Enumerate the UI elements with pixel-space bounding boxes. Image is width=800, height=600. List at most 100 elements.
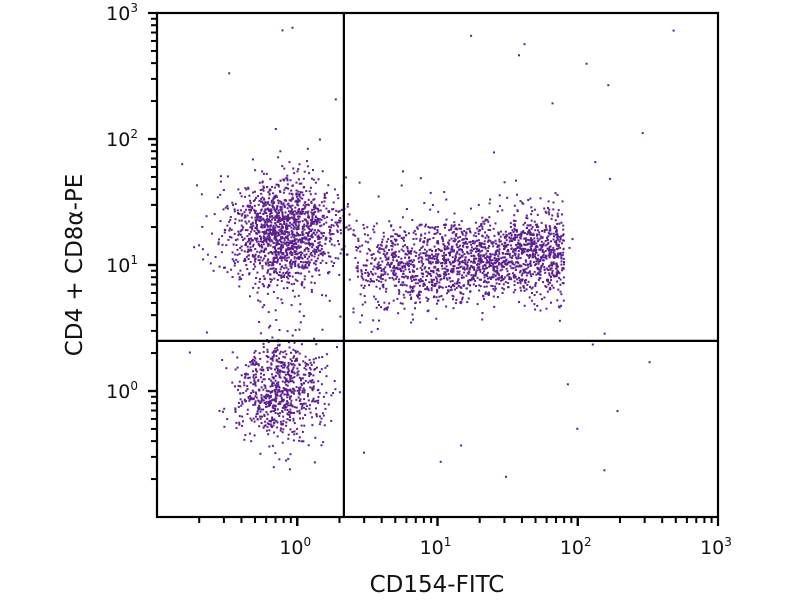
data-point [402, 293, 405, 296]
data-point [473, 269, 476, 271]
data-point [257, 259, 260, 262]
data-point [313, 240, 316, 243]
data-point [311, 216, 314, 218]
data-point [390, 244, 393, 247]
data-point [279, 255, 282, 258]
data-point [314, 250, 317, 253]
data-point [251, 360, 253, 362]
data-point [467, 279, 470, 282]
data-point [387, 238, 390, 241]
data-point [475, 270, 478, 273]
data-point [425, 296, 428, 299]
data-point [394, 239, 397, 242]
data-point [497, 244, 500, 247]
data-point [377, 300, 380, 303]
data-point [249, 361, 252, 363]
data-point [319, 225, 322, 228]
data-point [515, 265, 518, 268]
data-point [252, 200, 255, 203]
data-point [432, 237, 435, 239]
data-point [419, 177, 422, 180]
data-point [285, 403, 288, 406]
data-point [307, 239, 310, 242]
data-point [355, 246, 358, 248]
data-point [478, 229, 481, 231]
data-point [555, 241, 558, 244]
data-point [234, 262, 236, 265]
data-point [430, 289, 433, 292]
data-point [551, 214, 554, 217]
data-point [269, 379, 272, 382]
data-point [443, 254, 446, 257]
data-point [409, 285, 412, 288]
data-point [251, 222, 254, 225]
data-point [282, 371, 285, 373]
data-point [279, 274, 282, 277]
data-point [498, 273, 501, 276]
data-point [300, 260, 302, 263]
data-point [257, 229, 260, 232]
data-point [398, 290, 401, 293]
data-point [250, 223, 252, 226]
data-point [260, 244, 263, 247]
data-point [409, 291, 412, 294]
data-point [310, 200, 313, 203]
data-point [556, 215, 559, 218]
data-point [313, 203, 316, 206]
data-point [261, 306, 264, 309]
data-point [296, 374, 299, 377]
data-point [458, 261, 461, 264]
data-point [327, 184, 330, 187]
data-point [416, 267, 419, 270]
data-point [315, 231, 318, 234]
data-point [529, 270, 531, 273]
data-point [540, 256, 543, 259]
data-point [465, 274, 468, 277]
data-point [296, 215, 299, 218]
data-point [276, 349, 279, 352]
data-point [531, 286, 534, 289]
data-point [454, 259, 457, 262]
data-point [287, 368, 290, 371]
data-point [268, 192, 271, 195]
data-point [445, 268, 448, 271]
data-point [320, 232, 323, 235]
data-point [559, 236, 562, 239]
data-point [287, 457, 290, 460]
data-point [292, 167, 295, 170]
data-point [444, 271, 447, 274]
data-point [476, 249, 479, 251]
data-point [521, 250, 524, 253]
data-point [327, 272, 330, 275]
data-point [296, 170, 299, 173]
data-point [553, 249, 556, 252]
data-point [285, 236, 288, 239]
data-point [563, 261, 565, 263]
data-point [275, 250, 278, 253]
data-point [282, 351, 285, 354]
data-point [246, 388, 249, 390]
data-point [492, 295, 495, 298]
data-point [278, 200, 281, 203]
data-point [535, 291, 538, 294]
data-point [542, 242, 545, 245]
data-point [228, 72, 231, 75]
data-point [268, 225, 271, 228]
data-point [501, 292, 504, 294]
data-point [394, 232, 397, 235]
data-point [286, 384, 289, 387]
data-point [443, 245, 446, 247]
data-point [512, 238, 515, 241]
data-point [527, 254, 530, 257]
data-point [382, 273, 384, 276]
data-point [312, 222, 315, 225]
data-point [274, 222, 277, 225]
data-point [450, 269, 453, 272]
data-point [442, 240, 445, 243]
data-point [530, 247, 533, 250]
data-point [518, 244, 521, 247]
data-point [544, 210, 547, 213]
data-point [338, 273, 341, 276]
data-point [201, 248, 204, 251]
data-point [393, 266, 396, 269]
